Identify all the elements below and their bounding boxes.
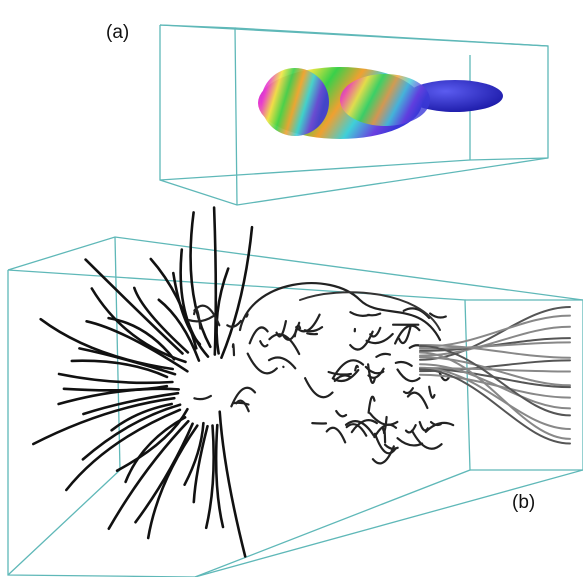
streamline	[83, 405, 180, 460]
streamline	[305, 378, 332, 397]
streamline	[327, 428, 346, 443]
streamline	[385, 445, 398, 449]
streamline	[217, 269, 229, 354]
streamline	[406, 425, 416, 432]
streamline	[206, 426, 214, 528]
streamline	[329, 372, 351, 375]
streamline	[307, 333, 317, 334]
streamline	[220, 412, 246, 557]
streamline	[426, 423, 453, 432]
streamline	[250, 327, 268, 343]
panel-label: (b)	[512, 492, 535, 513]
streamline	[269, 357, 295, 368]
streamline	[221, 227, 252, 358]
page: (a) (b) (() => { const data = JSON.parse…	[0, 0, 583, 577]
streamline	[370, 413, 397, 424]
streamline	[369, 397, 375, 413]
streamline	[194, 396, 211, 399]
streamlines	[33, 208, 570, 557]
streamline	[59, 374, 172, 383]
vortex-surface	[258, 67, 503, 139]
box-b	[8, 237, 583, 577]
streamline	[109, 421, 189, 529]
streamline	[277, 321, 286, 336]
streamline	[72, 361, 167, 377]
streamline	[233, 344, 234, 355]
streamline	[148, 426, 197, 538]
streamline	[189, 316, 213, 321]
streamline	[336, 411, 346, 416]
streamline	[429, 387, 434, 398]
streamline	[420, 422, 428, 430]
streamline	[194, 309, 200, 328]
streamline	[398, 370, 420, 382]
streamline	[305, 327, 322, 331]
figure: (a) (b)	[0, 0, 583, 577]
streamline	[430, 314, 446, 318]
streamline	[233, 403, 248, 405]
streamline	[260, 341, 267, 346]
streamline	[347, 424, 367, 436]
streamline	[396, 362, 412, 366]
streamline	[248, 354, 277, 374]
panel-label: (a)	[106, 22, 129, 43]
streamline	[408, 393, 428, 408]
streamline	[376, 354, 390, 357]
streamline	[350, 312, 369, 316]
